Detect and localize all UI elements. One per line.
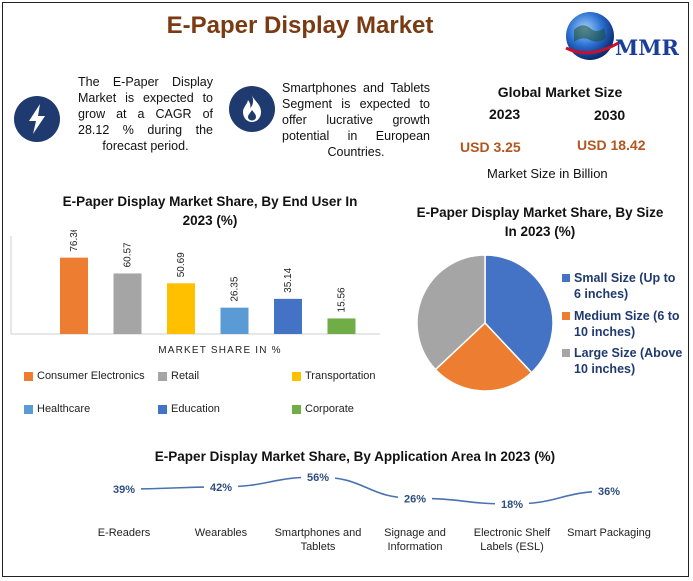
point-label-background — [204, 479, 238, 493]
logo-text: MMR — [615, 35, 679, 60]
bar-data-label: 60.57 — [123, 242, 134, 267]
legend-label: Transportation — [305, 370, 376, 382]
category-label-e-readers: E-Readers — [97, 527, 151, 539]
category-label-smartphones-and-tablets: Smartphones and Tablets — [274, 527, 362, 553]
legend-label: Corporate — [305, 403, 354, 415]
legend-label: Education — [171, 403, 220, 415]
category-label-wearables: Wearables — [194, 527, 248, 539]
line-chart-title: E-Paper Display Market Share, By Applica… — [154, 449, 556, 464]
legend-label: Medium Size (6 to 10 inches) — [574, 309, 680, 339]
cagr-info-text: The E-Paper Display Market is expected t… — [78, 75, 213, 153]
pie-chart-title: E-Paper Display Market Share, By Size In… — [416, 205, 664, 239]
legend-item-corporate: Corporate — [292, 403, 354, 415]
application-line-chart: 39% 42% 56% 26% 18% 36% — [107, 470, 626, 511]
point-label-background — [301, 470, 335, 483]
bar-data-label: 15.56 — [337, 287, 348, 312]
flame-icon — [229, 86, 275, 132]
size-pie-chart — [416, 254, 554, 392]
category-label-electronic-shelf-labels-esl: Electronic Shelf Labels (ESL) — [473, 527, 551, 553]
bar-transportation — [167, 283, 195, 334]
line-chart-categories: E-Readers Wearables Smartphones and Tablet… — [0, 526, 693, 560]
legend-swatch — [562, 274, 570, 282]
legend-swatch — [562, 349, 570, 357]
point-label-background — [495, 497, 529, 510]
legend-swatch — [292, 404, 301, 414]
pie-slice-small-size-up-to-6-inches — [484, 254, 554, 374]
bar-chart-legend: Consumer Electronics Retail Transportation… — [20, 370, 390, 418]
legend-label: Retail — [171, 370, 200, 382]
point-label-background — [398, 491, 432, 505]
bar-data-label: 50.69 — [176, 252, 187, 277]
legend-item-consumer-electronics: Consumer Electronics — [24, 370, 145, 382]
legend-swatch — [24, 404, 33, 414]
point-label-wearables: 42% — [210, 482, 232, 494]
legend-label: Consumer Electronics — [37, 370, 145, 382]
point-label-signage-and-information: 26% — [404, 493, 426, 505]
legend-label: Healthcare — [37, 403, 91, 415]
bar-data-label: 35.14 — [283, 267, 294, 292]
bar-healthcare — [220, 307, 249, 334]
value-start: USD 3.25 — [460, 139, 521, 155]
bar-retail — [113, 273, 142, 334]
lightning-icon — [14, 96, 60, 142]
legend-swatch — [158, 404, 167, 414]
bar-data-label: 76.36 — [69, 230, 80, 252]
segment-info-text: Smartphones and Tablets Segment is expec… — [282, 81, 430, 159]
legend-swatch — [158, 371, 167, 381]
legend-label: Small Size (Up to 6 inches) — [574, 271, 676, 301]
bar-x-axis-label: MARKET SHARE IN % — [158, 345, 282, 356]
page-title: E-Paper Display Market — [166, 12, 434, 39]
bar-data-label: 26.35 — [230, 276, 241, 301]
category-label-signage-and-information: Signage and Information — [384, 527, 446, 553]
pie-legend-item-small-size-up-to-6-inches: Small Size (Up to 6 inches) — [562, 270, 684, 302]
legend-item-education: Education — [158, 403, 220, 415]
legend-swatch — [562, 312, 570, 320]
point-label-e-readers: 39% — [113, 484, 135, 496]
legend-swatch — [292, 371, 301, 381]
pie-legend-item-medium-size-6-to-10-inches: Medium Size (6 to 10 inches) — [562, 308, 684, 340]
bar-consumer-electronics — [60, 257, 88, 334]
value-end: USD 18.42 — [577, 137, 646, 153]
bar-corporate — [327, 318, 356, 334]
pie-legend-item-large-size-above-10-inches: Large Size (Above 10 inches) — [562, 345, 684, 377]
point-label-smartphones-and-tablets: 56% — [307, 472, 329, 484]
legend-item-healthcare: Healthcare — [24, 403, 90, 415]
pie-slice-large-size-above-10-inches — [416, 254, 486, 371]
legend-item-retail: Retail — [158, 370, 199, 382]
end-user-bar-chart: 76.36 60.57 50.69 26.35 35.14 15.56 MARKET SHA… — [10, 230, 380, 356]
year-start: 2023 — [489, 106, 521, 122]
bar-chart-title: E-Paper Display Market Share, By End Use… — [62, 194, 358, 228]
legend-item-transportation: Transportation — [292, 370, 376, 382]
point-label-electronic-shelf-labels-esl: 18% — [501, 499, 523, 511]
bar-education — [274, 298, 302, 334]
point-label-smart-packaging: 36% — [598, 486, 620, 498]
market-size-unit: Market Size in Billion — [487, 166, 608, 181]
category-label-smart-packaging: Smart Packaging — [567, 527, 651, 539]
year-end: 2030 — [594, 107, 626, 123]
global-market-title: Global Market Size — [497, 84, 623, 100]
point-label-background — [592, 484, 626, 498]
application-series-line — [123, 476, 610, 505]
point-label-background — [107, 482, 141, 496]
legend-swatch — [24, 371, 33, 381]
pie-slice-medium-size-6-to-10-inches — [434, 321, 533, 392]
mmr-logo: MMR — [565, 12, 679, 60]
legend-label: Large Size (Above 10 inches) — [574, 346, 683, 376]
